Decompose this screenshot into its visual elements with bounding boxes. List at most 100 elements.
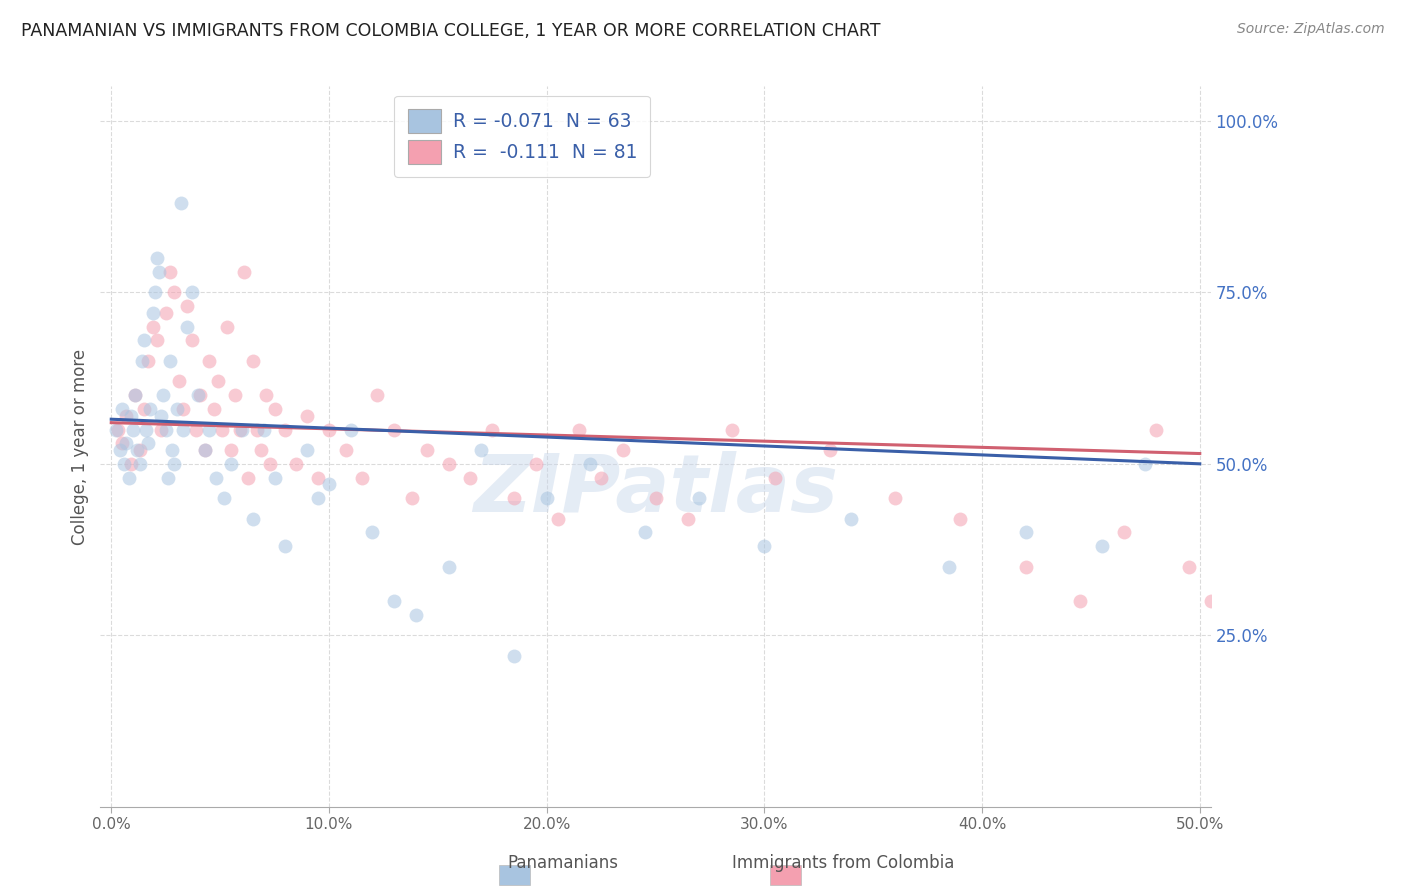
Text: Source: ZipAtlas.com: Source: ZipAtlas.com — [1237, 22, 1385, 37]
Point — [124, 388, 146, 402]
Point — [152, 388, 174, 402]
Point — [204, 470, 226, 484]
Point — [118, 470, 141, 484]
Point — [136, 436, 159, 450]
Point — [307, 491, 329, 505]
Point — [224, 388, 246, 402]
Point — [1232, 525, 1254, 540]
Point — [160, 443, 183, 458]
Point — [754, 539, 776, 553]
Point — [688, 491, 710, 505]
Point — [470, 443, 492, 458]
Point — [318, 423, 340, 437]
Point — [405, 607, 427, 622]
Point — [437, 559, 460, 574]
Point — [318, 477, 340, 491]
Point — [180, 285, 202, 300]
Point — [366, 388, 388, 402]
Point — [1014, 525, 1036, 540]
Point — [1374, 607, 1396, 622]
Point — [156, 470, 179, 484]
Point — [841, 512, 863, 526]
Point — [382, 423, 405, 437]
Text: ZIPatlas: ZIPatlas — [472, 451, 838, 529]
Point — [1144, 423, 1167, 437]
Point — [143, 285, 166, 300]
Point — [107, 423, 129, 437]
Point — [228, 423, 250, 437]
Point — [285, 457, 308, 471]
Point — [127, 443, 149, 458]
Point — [1112, 525, 1135, 540]
Point — [132, 401, 155, 416]
Point — [612, 443, 634, 458]
Point — [524, 457, 547, 471]
Point — [112, 457, 135, 471]
Point — [150, 423, 173, 437]
Point — [274, 423, 297, 437]
Point — [172, 423, 194, 437]
Point — [460, 470, 482, 484]
Point — [720, 423, 742, 437]
Point — [187, 388, 209, 402]
Point — [949, 512, 972, 526]
Point — [676, 512, 699, 526]
Point — [503, 648, 526, 663]
Point — [122, 423, 145, 437]
Point — [211, 423, 233, 437]
Point — [401, 491, 423, 505]
Point — [120, 457, 142, 471]
Point — [274, 539, 297, 553]
Point — [180, 333, 202, 347]
Point — [198, 423, 221, 437]
Legend: R = -0.071  N = 63, R =  -0.111  N = 81: R = -0.071 N = 63, R = -0.111 N = 81 — [395, 95, 650, 177]
Point — [115, 436, 138, 450]
Point — [194, 443, 217, 458]
Point — [176, 319, 198, 334]
Y-axis label: College, 1 year or more: College, 1 year or more — [72, 349, 89, 545]
Point — [146, 333, 169, 347]
Point — [361, 525, 384, 540]
Point — [190, 388, 212, 402]
Point — [142, 319, 165, 334]
Text: Immigrants from Colombia: Immigrants from Colombia — [733, 855, 955, 872]
Point — [172, 401, 194, 416]
Point — [159, 265, 181, 279]
Point — [263, 401, 285, 416]
Point — [202, 401, 225, 416]
Point — [437, 457, 460, 471]
Point — [148, 265, 170, 279]
Point — [763, 470, 786, 484]
Point — [186, 423, 208, 437]
Point — [242, 354, 264, 368]
Point — [128, 457, 150, 471]
Point — [198, 354, 221, 368]
Point — [170, 196, 193, 211]
Point — [194, 443, 217, 458]
Point — [938, 559, 960, 574]
Point — [167, 375, 190, 389]
Point — [104, 423, 127, 437]
Point — [155, 306, 177, 320]
Point — [536, 491, 558, 505]
Point — [579, 457, 602, 471]
Point — [1330, 580, 1353, 594]
Point — [124, 388, 146, 402]
Point — [159, 354, 181, 368]
Point — [263, 470, 285, 484]
Point — [1199, 594, 1222, 608]
Point — [1014, 559, 1036, 574]
Point — [259, 457, 281, 471]
Point — [295, 443, 318, 458]
Point — [416, 443, 439, 458]
Point — [150, 409, 173, 423]
Point — [219, 443, 242, 458]
Point — [335, 443, 357, 458]
Point — [633, 525, 655, 540]
Point — [146, 251, 169, 265]
Point — [382, 594, 405, 608]
Point — [503, 491, 526, 505]
Point — [818, 443, 841, 458]
Point — [108, 443, 131, 458]
Point — [231, 423, 253, 437]
